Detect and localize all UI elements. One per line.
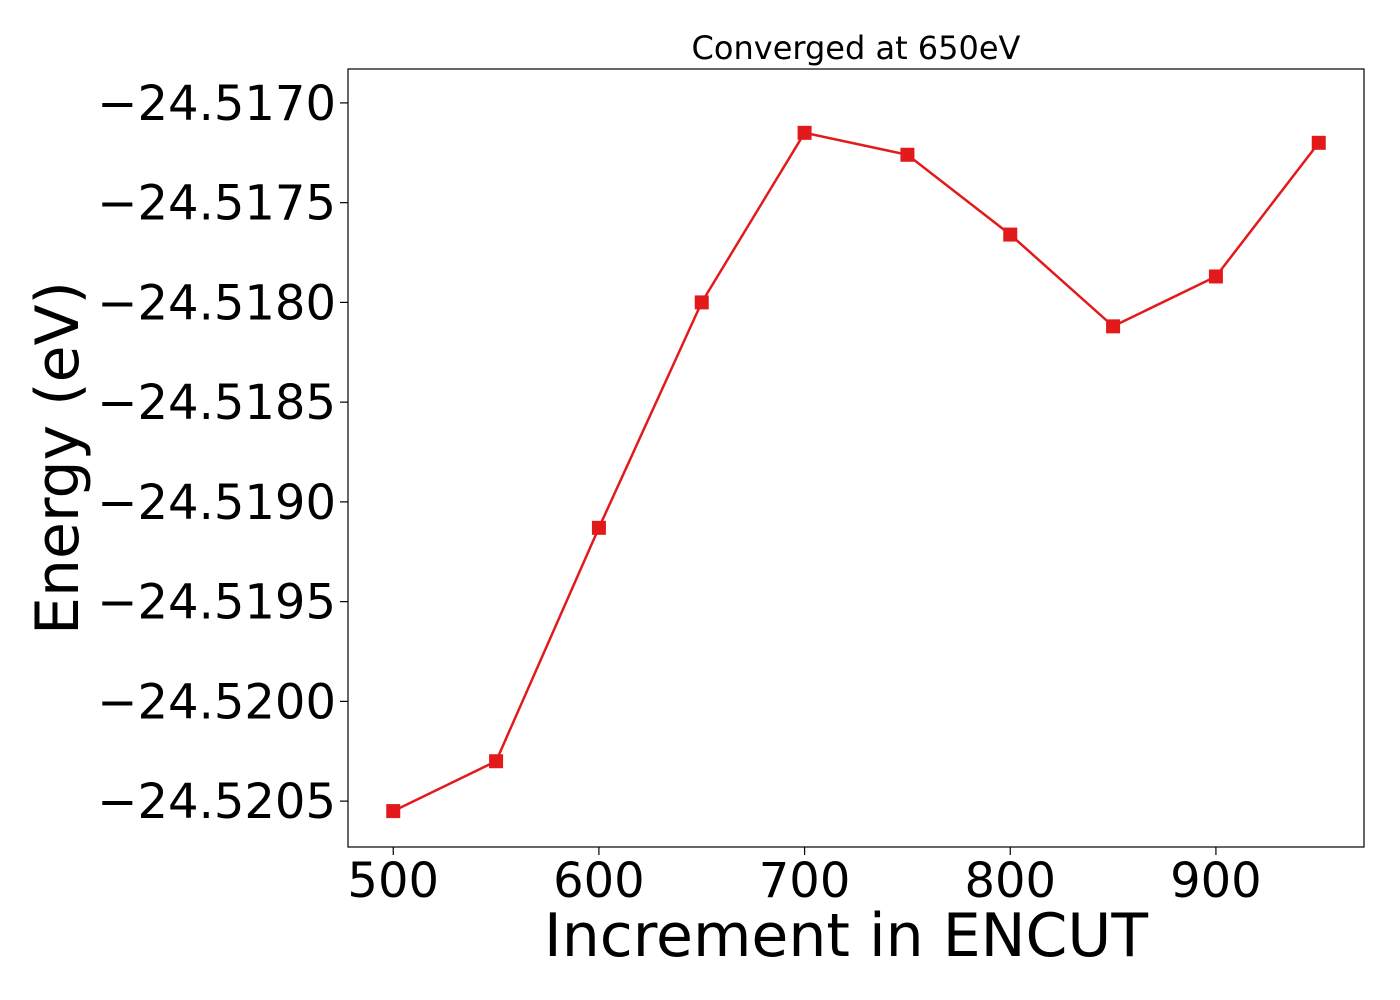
data-point <box>694 295 709 310</box>
y-tick-label: −24.5180 <box>97 275 336 331</box>
data-point <box>1208 269 1223 284</box>
data-point <box>1106 319 1121 334</box>
x-tick-label: 900 <box>1170 853 1262 909</box>
plot-frame <box>347 68 1365 848</box>
y-tick-label: −24.5190 <box>97 475 336 531</box>
data-point <box>1311 135 1326 150</box>
x-tick-label: 600 <box>553 853 645 909</box>
series-line <box>392 131 1320 813</box>
x-tick-label: 800 <box>964 853 1056 909</box>
x-axis-ticks: 500 600 700 800 900 <box>347 847 1262 909</box>
y-axis-title: Energy (eV) <box>23 281 93 635</box>
y-tick-label: −24.5200 <box>97 674 336 730</box>
data-point <box>1003 227 1018 242</box>
y-tick-label: −24.5205 <box>97 774 336 830</box>
data-point <box>591 520 606 535</box>
y-tick-label: −24.5185 <box>97 375 336 431</box>
y-tick-label: −24.5170 <box>97 76 336 132</box>
y-axis-ticks: −24.5205 −24.5200 −24.5195 −24.5190 −24.5185… <box>97 76 348 830</box>
data-point <box>797 125 812 140</box>
data-point <box>386 804 401 819</box>
x-tick-label: 500 <box>347 853 439 909</box>
chart-title: Converged at 650eV <box>692 29 1021 67</box>
data-point <box>900 147 915 162</box>
series-markers <box>386 125 1326 819</box>
y-tick-label: −24.5175 <box>97 176 336 232</box>
data-point <box>489 754 504 769</box>
x-tick-label: 700 <box>759 853 851 909</box>
y-tick-label: −24.5195 <box>97 575 336 631</box>
x-axis-title: Increment in ENCUT <box>544 901 1148 971</box>
